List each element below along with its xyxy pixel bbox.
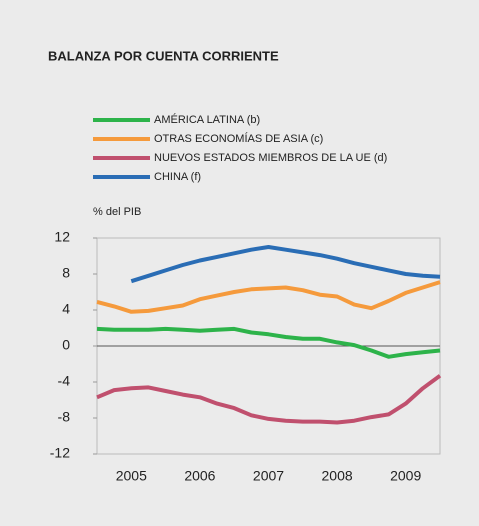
y-tick-label: -8	[58, 409, 71, 425]
y-tick-label: 4	[62, 301, 70, 317]
series-line	[96, 280, 441, 314]
y-tick-label: 12	[54, 229, 70, 245]
legend-label: AMÉRICA LATINA (b)	[154, 113, 260, 126]
y-tick-label: 0	[62, 337, 70, 353]
x-tick-label: 2005	[116, 468, 147, 484]
x-tick-label: 2007	[253, 468, 284, 484]
legend-label: CHINA (f)	[154, 171, 201, 183]
y-tick-label: -4	[58, 373, 71, 389]
chart-title: BALANZA POR CUENTA CORRIENTE	[48, 48, 279, 63]
x-tick-label: 2006	[184, 468, 215, 484]
series-line	[96, 326, 441, 359]
series-line	[96, 374, 442, 425]
y-axis-label: % del PIB	[93, 206, 141, 218]
y-tick-label: -12	[50, 445, 70, 461]
legend-label: NUEVOS ESTADOS MIEMBROS DE LA UE (d)	[154, 152, 387, 164]
legend-label: OTRAS ECONOMÍAS DE ASIA (c)	[154, 132, 323, 145]
x-tick-label: 2009	[390, 468, 421, 484]
series-line	[130, 245, 441, 284]
x-tick-label: 2008	[322, 468, 353, 484]
y-tick-label: 8	[62, 265, 70, 281]
